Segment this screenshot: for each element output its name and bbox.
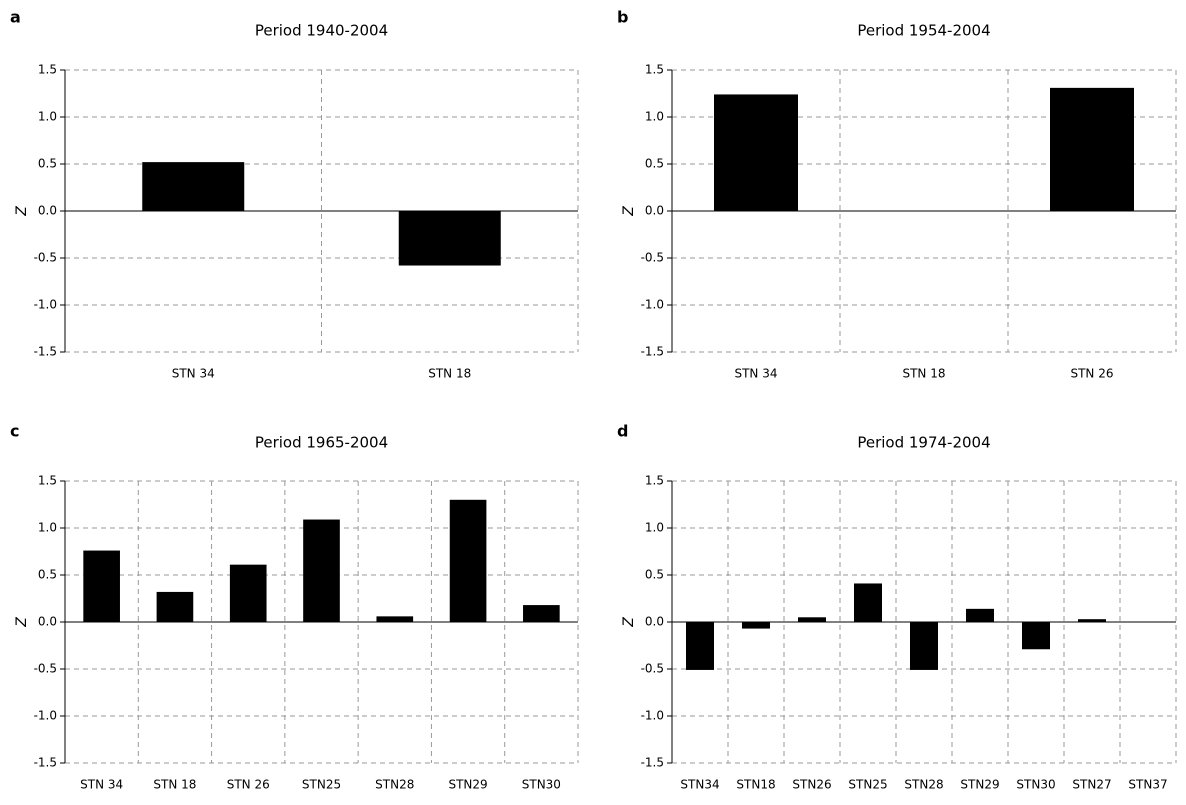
y-tick-label: 1.5 — [38, 63, 57, 77]
y-tick-label: -0.5 — [641, 662, 664, 676]
bar — [142, 162, 245, 211]
bar — [1022, 622, 1050, 650]
y-tick-label: 1.0 — [38, 521, 57, 535]
bar — [376, 616, 414, 622]
y-tick-label: 0.5 — [645, 568, 664, 582]
y-tick-label: -1.0 — [34, 709, 57, 723]
x-tick-label: STN18 — [736, 778, 775, 792]
x-tick-label: STN37 — [1128, 778, 1167, 792]
y-tick-label: 0.0 — [645, 615, 664, 629]
bar — [83, 550, 120, 622]
x-tick-label: STN 34 — [734, 367, 777, 381]
y-tick-label: -1.0 — [641, 709, 664, 723]
bar — [714, 94, 798, 211]
panel-label: c — [10, 422, 19, 441]
bar — [854, 583, 882, 622]
x-tick-label: STN30 — [1016, 778, 1055, 792]
y-axis-label: Z — [621, 206, 637, 217]
x-tick-label: STN28 — [904, 778, 943, 792]
bar — [910, 622, 938, 670]
y-tick-label: -1.5 — [34, 345, 57, 359]
x-tick-label: STN 26 — [1070, 367, 1113, 381]
x-tick-label: STN 18 — [153, 778, 196, 792]
x-tick-label: STN28 — [375, 778, 414, 792]
y-tick-label: 0.5 — [38, 157, 57, 171]
chart-title: Period 1974-2004 — [857, 434, 990, 452]
x-tick-label: STN 18 — [428, 367, 471, 381]
y-axis-label: Z — [14, 617, 30, 628]
x-tick-label: STN26 — [792, 778, 831, 792]
bar — [523, 605, 560, 622]
bar — [1078, 619, 1106, 622]
y-tick-label: 1.5 — [38, 474, 57, 488]
x-tick-label: STN34 — [680, 778, 719, 792]
y-tick-label: -0.5 — [34, 662, 57, 676]
y-axis-label: Z — [621, 617, 637, 628]
y-tick-label: -0.5 — [641, 251, 664, 265]
y-tick-label: 0.0 — [38, 204, 57, 218]
bar — [229, 564, 267, 622]
x-tick-label: STN29 — [448, 778, 487, 792]
y-tick-label: 1.0 — [38, 110, 57, 124]
x-tick-label: STN 34 — [172, 367, 215, 381]
x-tick-label: STN29 — [960, 778, 999, 792]
y-tick-label: -0.5 — [34, 251, 57, 265]
bar — [966, 608, 994, 622]
y-tick-label: 1.5 — [645, 474, 664, 488]
y-tick-label: 0.0 — [645, 204, 664, 218]
y-tick-label: -1.5 — [641, 756, 664, 770]
panel-label: b — [617, 8, 628, 27]
y-tick-label: -1.5 — [34, 756, 57, 770]
y-tick-label: 0.0 — [38, 615, 57, 629]
y-axis-label: Z — [14, 206, 30, 217]
bar — [742, 622, 770, 629]
bar — [798, 617, 826, 622]
x-tick-label: STN25 — [302, 778, 341, 792]
bar — [449, 499, 487, 622]
x-tick-label: STN27 — [1072, 778, 1111, 792]
y-tick-label: -1.5 — [641, 345, 664, 359]
chart-title: Period 1965-2004 — [255, 434, 388, 452]
bar — [1050, 87, 1134, 211]
x-tick-label: STN 34 — [80, 778, 123, 792]
panel-label: a — [10, 8, 21, 27]
chart-title: Period 1954-2004 — [857, 22, 990, 40]
chart-title: Period 1940-2004 — [255, 22, 388, 40]
y-tick-label: 1.0 — [645, 521, 664, 535]
x-tick-label: STN 18 — [902, 367, 945, 381]
y-tick-label: -1.0 — [34, 298, 57, 312]
bar — [398, 211, 501, 266]
bar — [686, 622, 714, 670]
x-tick-label: STN25 — [848, 778, 887, 792]
y-tick-label: 0.5 — [38, 568, 57, 582]
x-tick-label: STN 26 — [227, 778, 270, 792]
x-tick-label: STN30 — [522, 778, 561, 792]
bar — [156, 591, 194, 622]
y-tick-label: 0.5 — [645, 157, 664, 171]
y-tick-label: -1.0 — [641, 298, 664, 312]
y-tick-label: 1.5 — [645, 63, 664, 77]
panel-label: d — [617, 422, 628, 441]
bar — [303, 519, 340, 622]
y-tick-label: 1.0 — [645, 110, 664, 124]
